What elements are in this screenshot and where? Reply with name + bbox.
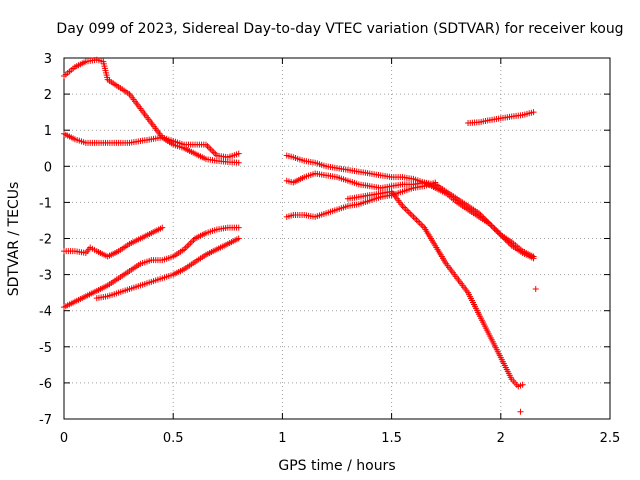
data-point: [496, 230, 503, 237]
data-point: [432, 179, 439, 186]
data-point: [187, 240, 194, 247]
data-point: [184, 243, 191, 250]
data-point: [408, 212, 415, 219]
data-point: [416, 220, 423, 227]
data-point: [530, 109, 537, 116]
y-tick-label: -1: [39, 196, 52, 211]
y-tick-label: -4: [39, 305, 52, 320]
y-tick-label: 2: [44, 88, 52, 103]
data-point: [491, 225, 498, 232]
data-point: [404, 207, 411, 214]
data-points: [61, 56, 539, 415]
x-tick-label: 1: [278, 431, 286, 446]
data-point: [493, 227, 500, 234]
data-point: [419, 223, 426, 230]
y-axis-label: SDTVAR / TECUs: [6, 182, 22, 297]
data-point: [402, 206, 409, 213]
data-point: [517, 408, 524, 415]
data-point: [207, 146, 214, 153]
data-point: [159, 224, 166, 231]
x-tick-label: 1.5: [381, 431, 402, 446]
data-point: [415, 218, 422, 225]
data-point: [490, 224, 496, 231]
y-tick-label: 3: [44, 52, 52, 67]
y-tick-label: 1: [44, 124, 52, 139]
data-point: [235, 159, 242, 166]
axis-ticks: 0 0.5 1 1.5 2 2.5 3 2 1 0 -1 -2 -3 -4 -5 -6 -7: [39, 52, 620, 446]
data-point: [488, 222, 495, 229]
data-point: [209, 147, 216, 154]
y-tick-label: -5: [39, 341, 52, 356]
data-point: [494, 228, 501, 235]
x-axis-label: GPS time / hours: [278, 458, 395, 474]
data-point: [188, 238, 195, 245]
data-point: [204, 143, 211, 150]
data-point: [412, 215, 418, 222]
x-tick-label: 2: [497, 431, 505, 446]
data-point: [235, 224, 242, 231]
data-point: [185, 241, 192, 248]
data-point: [401, 204, 408, 211]
y-tick-label: -7: [39, 413, 52, 428]
x-tick-label: 0.5: [163, 431, 184, 446]
data-point: [405, 209, 412, 216]
data-point: [182, 244, 189, 251]
y-tick-label: 0: [44, 160, 52, 175]
data-point: [235, 235, 242, 242]
data-point: [413, 216, 420, 223]
data-point: [530, 253, 537, 260]
y-tick-label: -2: [39, 233, 52, 248]
x-tick-label: 0: [60, 431, 68, 446]
x-tick-label: 2.5: [600, 431, 621, 446]
data-point: [407, 210, 414, 217]
data-point: [410, 213, 417, 220]
data-point: [418, 221, 425, 228]
data-point: [519, 381, 526, 388]
data-point: [206, 144, 213, 151]
data-point: [235, 150, 242, 157]
y-tick-label: -3: [39, 269, 52, 284]
y-tick-label: -6: [39, 377, 52, 392]
data-point: [532, 286, 539, 293]
data-point: [210, 149, 217, 156]
chart-title: Day 099 of 2023, Sidereal Day-to-day VTE…: [56, 21, 623, 37]
